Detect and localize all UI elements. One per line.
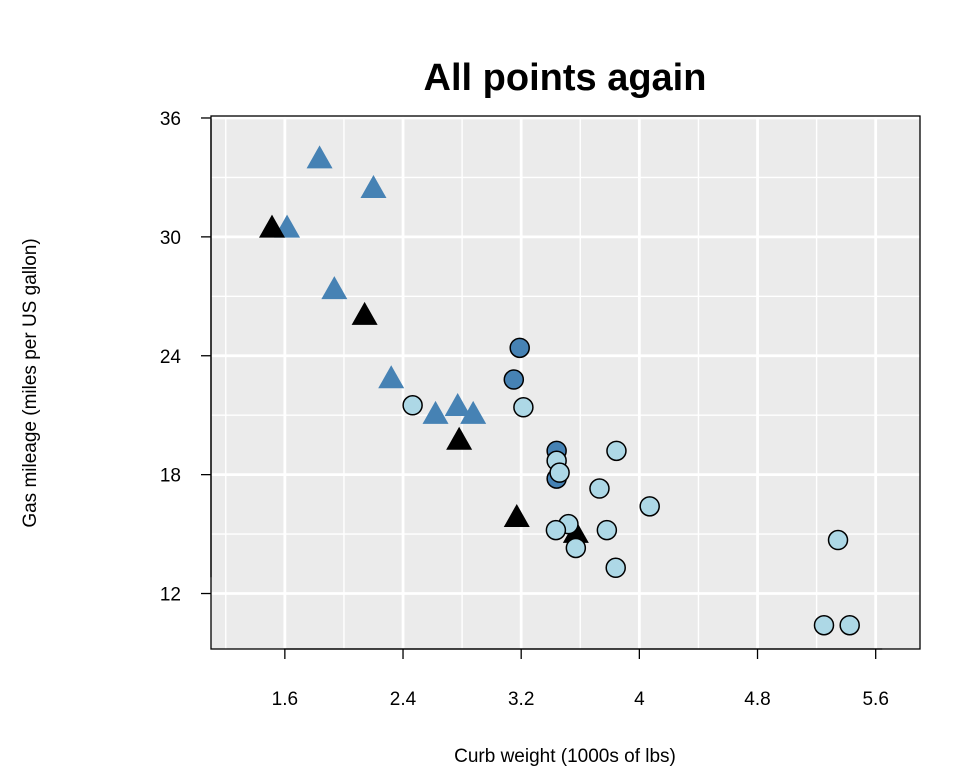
circle-point (513, 397, 534, 418)
x-tick-label: 4.8 (744, 689, 770, 710)
triangle-point (321, 276, 348, 300)
data-points (259, 145, 860, 636)
triangle-point (422, 400, 449, 424)
x-tick-label: 3.2 (508, 689, 534, 710)
y-tick-label: 24 (160, 347, 182, 368)
triangle-point (446, 426, 473, 450)
circle-point (503, 369, 525, 390)
circle-point (402, 395, 423, 416)
y-axis-label: Gas mileage (miles per US gallon) (20, 238, 41, 527)
y-tick-label: 12 (160, 585, 181, 606)
circle-point (549, 462, 570, 483)
circle-point (606, 440, 627, 462)
x-axis-label: Curb weight (1000s of lbs) (454, 746, 676, 767)
triangle-point (259, 214, 286, 238)
chart-title: All points again (424, 57, 707, 99)
circle-point (827, 529, 849, 551)
circle-point (639, 496, 660, 517)
y-tick-label: 30 (160, 228, 181, 249)
minor-gridlines (211, 116, 920, 649)
circle-point (596, 519, 618, 541)
circle-point (605, 557, 626, 579)
x-axis: 1.6 2.4 3.2 4 4.8 5.6 (272, 648, 889, 710)
circle-point (813, 614, 835, 636)
y-tick-label: 18 (160, 466, 181, 487)
triangle-point (378, 365, 405, 389)
triangle-point (460, 400, 487, 424)
circle-point (545, 519, 567, 541)
circle-point (509, 337, 530, 359)
circle-point (839, 614, 860, 636)
y-axis: 12 18 24 30 36 (160, 109, 212, 606)
circle-point (565, 537, 587, 559)
triangle-point (562, 519, 589, 543)
circle-point (589, 478, 610, 499)
triangle-point (360, 175, 387, 199)
plot-background (211, 116, 920, 649)
x-tick-label: 2.4 (390, 689, 417, 710)
triangle-point (503, 503, 530, 527)
triangle-point (351, 301, 378, 325)
x-tick-label: 5.6 (862, 689, 888, 710)
x-tick-label: 1.6 (272, 689, 298, 710)
triangle-point (306, 145, 333, 169)
x-tick-label: 4 (634, 689, 645, 710)
y-tick-label: 36 (160, 109, 181, 130)
triangle-point (444, 393, 471, 417)
